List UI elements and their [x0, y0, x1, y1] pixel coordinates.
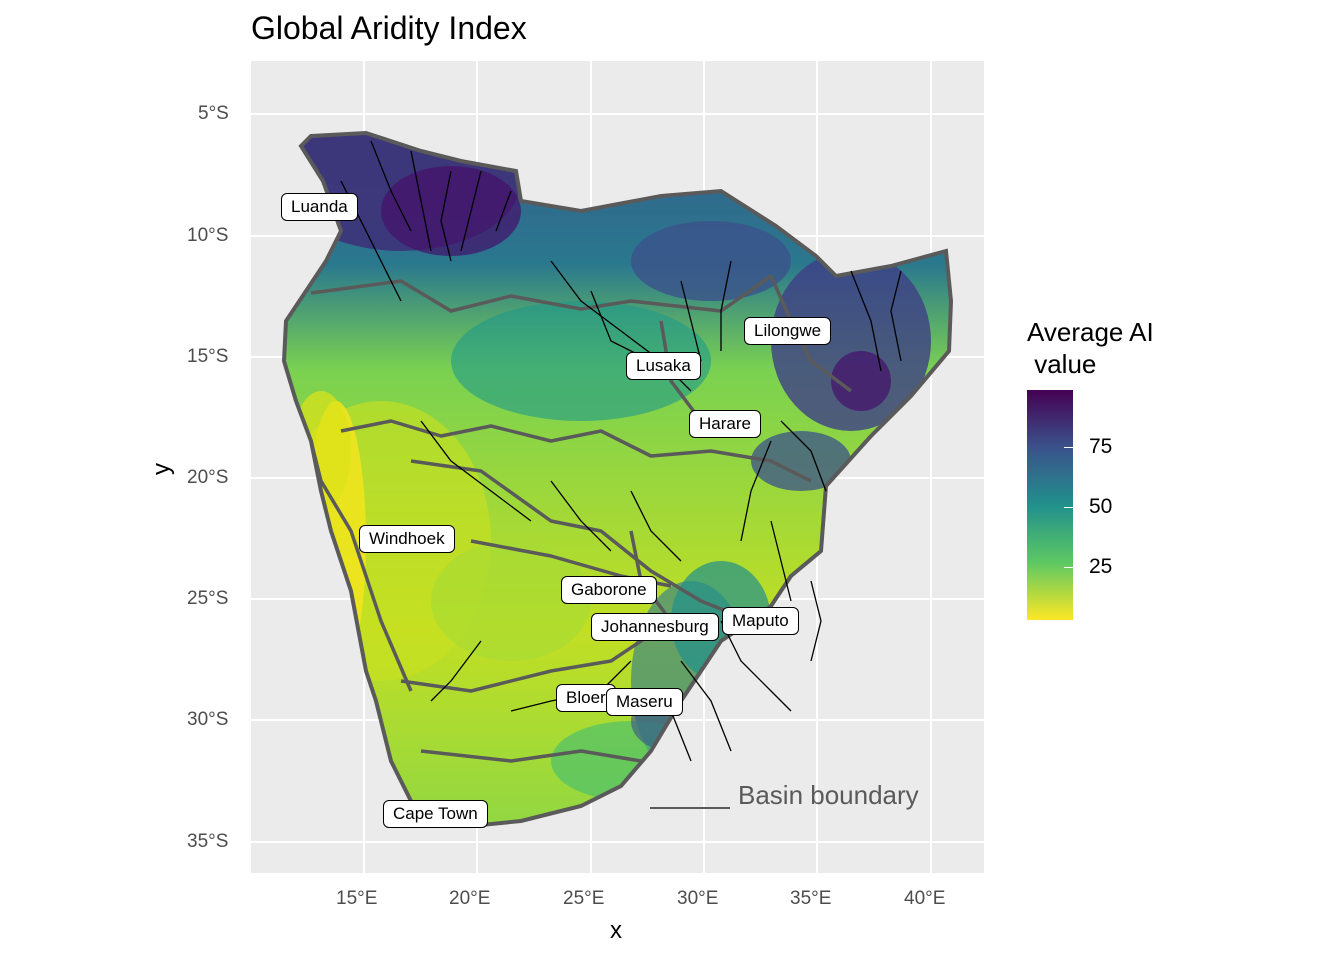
- y-tick-35: 35°S: [187, 831, 229, 852]
- legend-tickmark-50: [1064, 507, 1073, 508]
- city-label-lilongwe: Lilongwe: [744, 317, 832, 345]
- city-label-harare: Harare: [689, 410, 761, 438]
- aridity-raster: [284, 133, 951, 826]
- city-label-maseru: Maseru: [606, 688, 683, 716]
- legend-colorbar: [1027, 390, 1073, 620]
- legend-tickmark-75: [1064, 447, 1073, 448]
- basin-boundaries: [309, 274, 853, 763]
- y-tick-30: 30°S: [187, 709, 229, 730]
- x-tick-25: 25°E: [563, 888, 605, 909]
- x-axis-title: x: [610, 917, 622, 944]
- x-tick-15: 15°E: [336, 888, 378, 909]
- city-label-bloemfontein: Bloer: [556, 684, 616, 712]
- y-axis-title: y: [148, 463, 175, 475]
- y-tick-5: 5°S: [198, 103, 229, 124]
- x-tick-35: 35°E: [790, 888, 832, 909]
- x-tick-30: 30°E: [677, 888, 719, 909]
- y-tick-25: 25°S: [187, 588, 229, 609]
- city-label-johannesburg: Johannesburg: [591, 613, 719, 641]
- x-tick-40: 40°E: [904, 888, 946, 909]
- river-network: [340, 140, 902, 762]
- x-tick-20: 20°E: [449, 888, 491, 909]
- map-panel: [251, 61, 984, 873]
- map-title: Global Aridity Index: [251, 10, 527, 46]
- y-tick-20: 20°S: [187, 467, 229, 488]
- city-label-windhoek: Windhoek: [359, 525, 455, 553]
- legend-tickmark-25: [1064, 567, 1073, 568]
- basin-boundary-label: Basin boundary: [738, 780, 919, 810]
- city-label-cape-town: Cape Town: [383, 800, 488, 828]
- legend-tick-50: 50: [1089, 495, 1113, 518]
- basin-legend-line: [650, 807, 730, 809]
- city-label-lusaka: Lusaka: [626, 352, 701, 380]
- aridity-map: [251, 61, 984, 873]
- legend-tick-75: 75: [1089, 435, 1113, 458]
- y-tick-15: 15°S: [187, 346, 229, 367]
- city-label-gaborone: Gaborone: [561, 576, 657, 604]
- legend-tick-25: 25: [1089, 555, 1113, 578]
- legend-title: Average AI value: [1027, 317, 1154, 379]
- city-label-luanda: Luanda: [281, 193, 358, 221]
- y-tick-10: 10°S: [187, 225, 229, 246]
- city-label-maputo: Maputo: [722, 607, 799, 635]
